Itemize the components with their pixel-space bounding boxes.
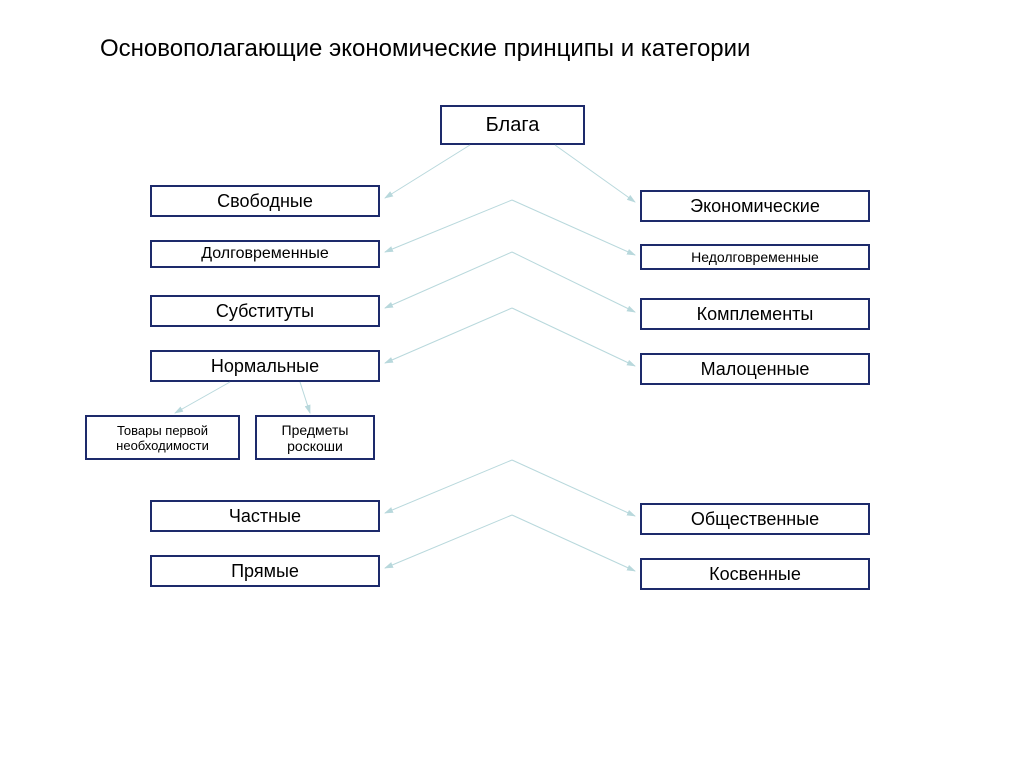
node-r4: Малоценные <box>640 353 870 385</box>
node-r2: Недолговременные <box>640 244 870 270</box>
node-r6: Косвенные <box>640 558 870 590</box>
node-label: Нормальные <box>211 356 319 377</box>
node-l3: Субституты <box>150 295 380 327</box>
node-label: Частные <box>229 506 301 527</box>
node-label: Долговременные <box>201 245 329 263</box>
node-l2: Долговременные <box>150 240 380 268</box>
node-label: Малоценные <box>701 359 810 380</box>
node-label: Косвенные <box>709 564 801 585</box>
node-label: Общественные <box>691 509 819 530</box>
node-label: Предметы роскоши <box>257 422 373 454</box>
node-r5: Общественные <box>640 503 870 535</box>
node-label: Блага <box>486 114 540 137</box>
node-label: Недолговременные <box>691 249 819 265</box>
node-l1: Свободные <box>150 185 380 217</box>
node-l4: Нормальные <box>150 350 380 382</box>
node-l5: Частные <box>150 500 380 532</box>
node-label: Субституты <box>216 301 314 322</box>
node-r1: Экономические <box>640 190 870 222</box>
node-label: Прямые <box>231 561 299 582</box>
node-label: Свободные <box>217 191 313 212</box>
node-label: Товары первой необходимости <box>87 423 238 453</box>
node-root: Блага <box>440 105 585 145</box>
node-r3: Комплементы <box>640 298 870 330</box>
page-title: Основополагающие экономические принципы … <box>100 35 750 63</box>
node-l6: Прямые <box>150 555 380 587</box>
node-l4b: Предметы роскоши <box>255 415 375 460</box>
node-l4a: Товары первой необходимости <box>85 415 240 460</box>
node-label: Комплементы <box>697 304 814 325</box>
node-label: Экономические <box>690 196 820 217</box>
